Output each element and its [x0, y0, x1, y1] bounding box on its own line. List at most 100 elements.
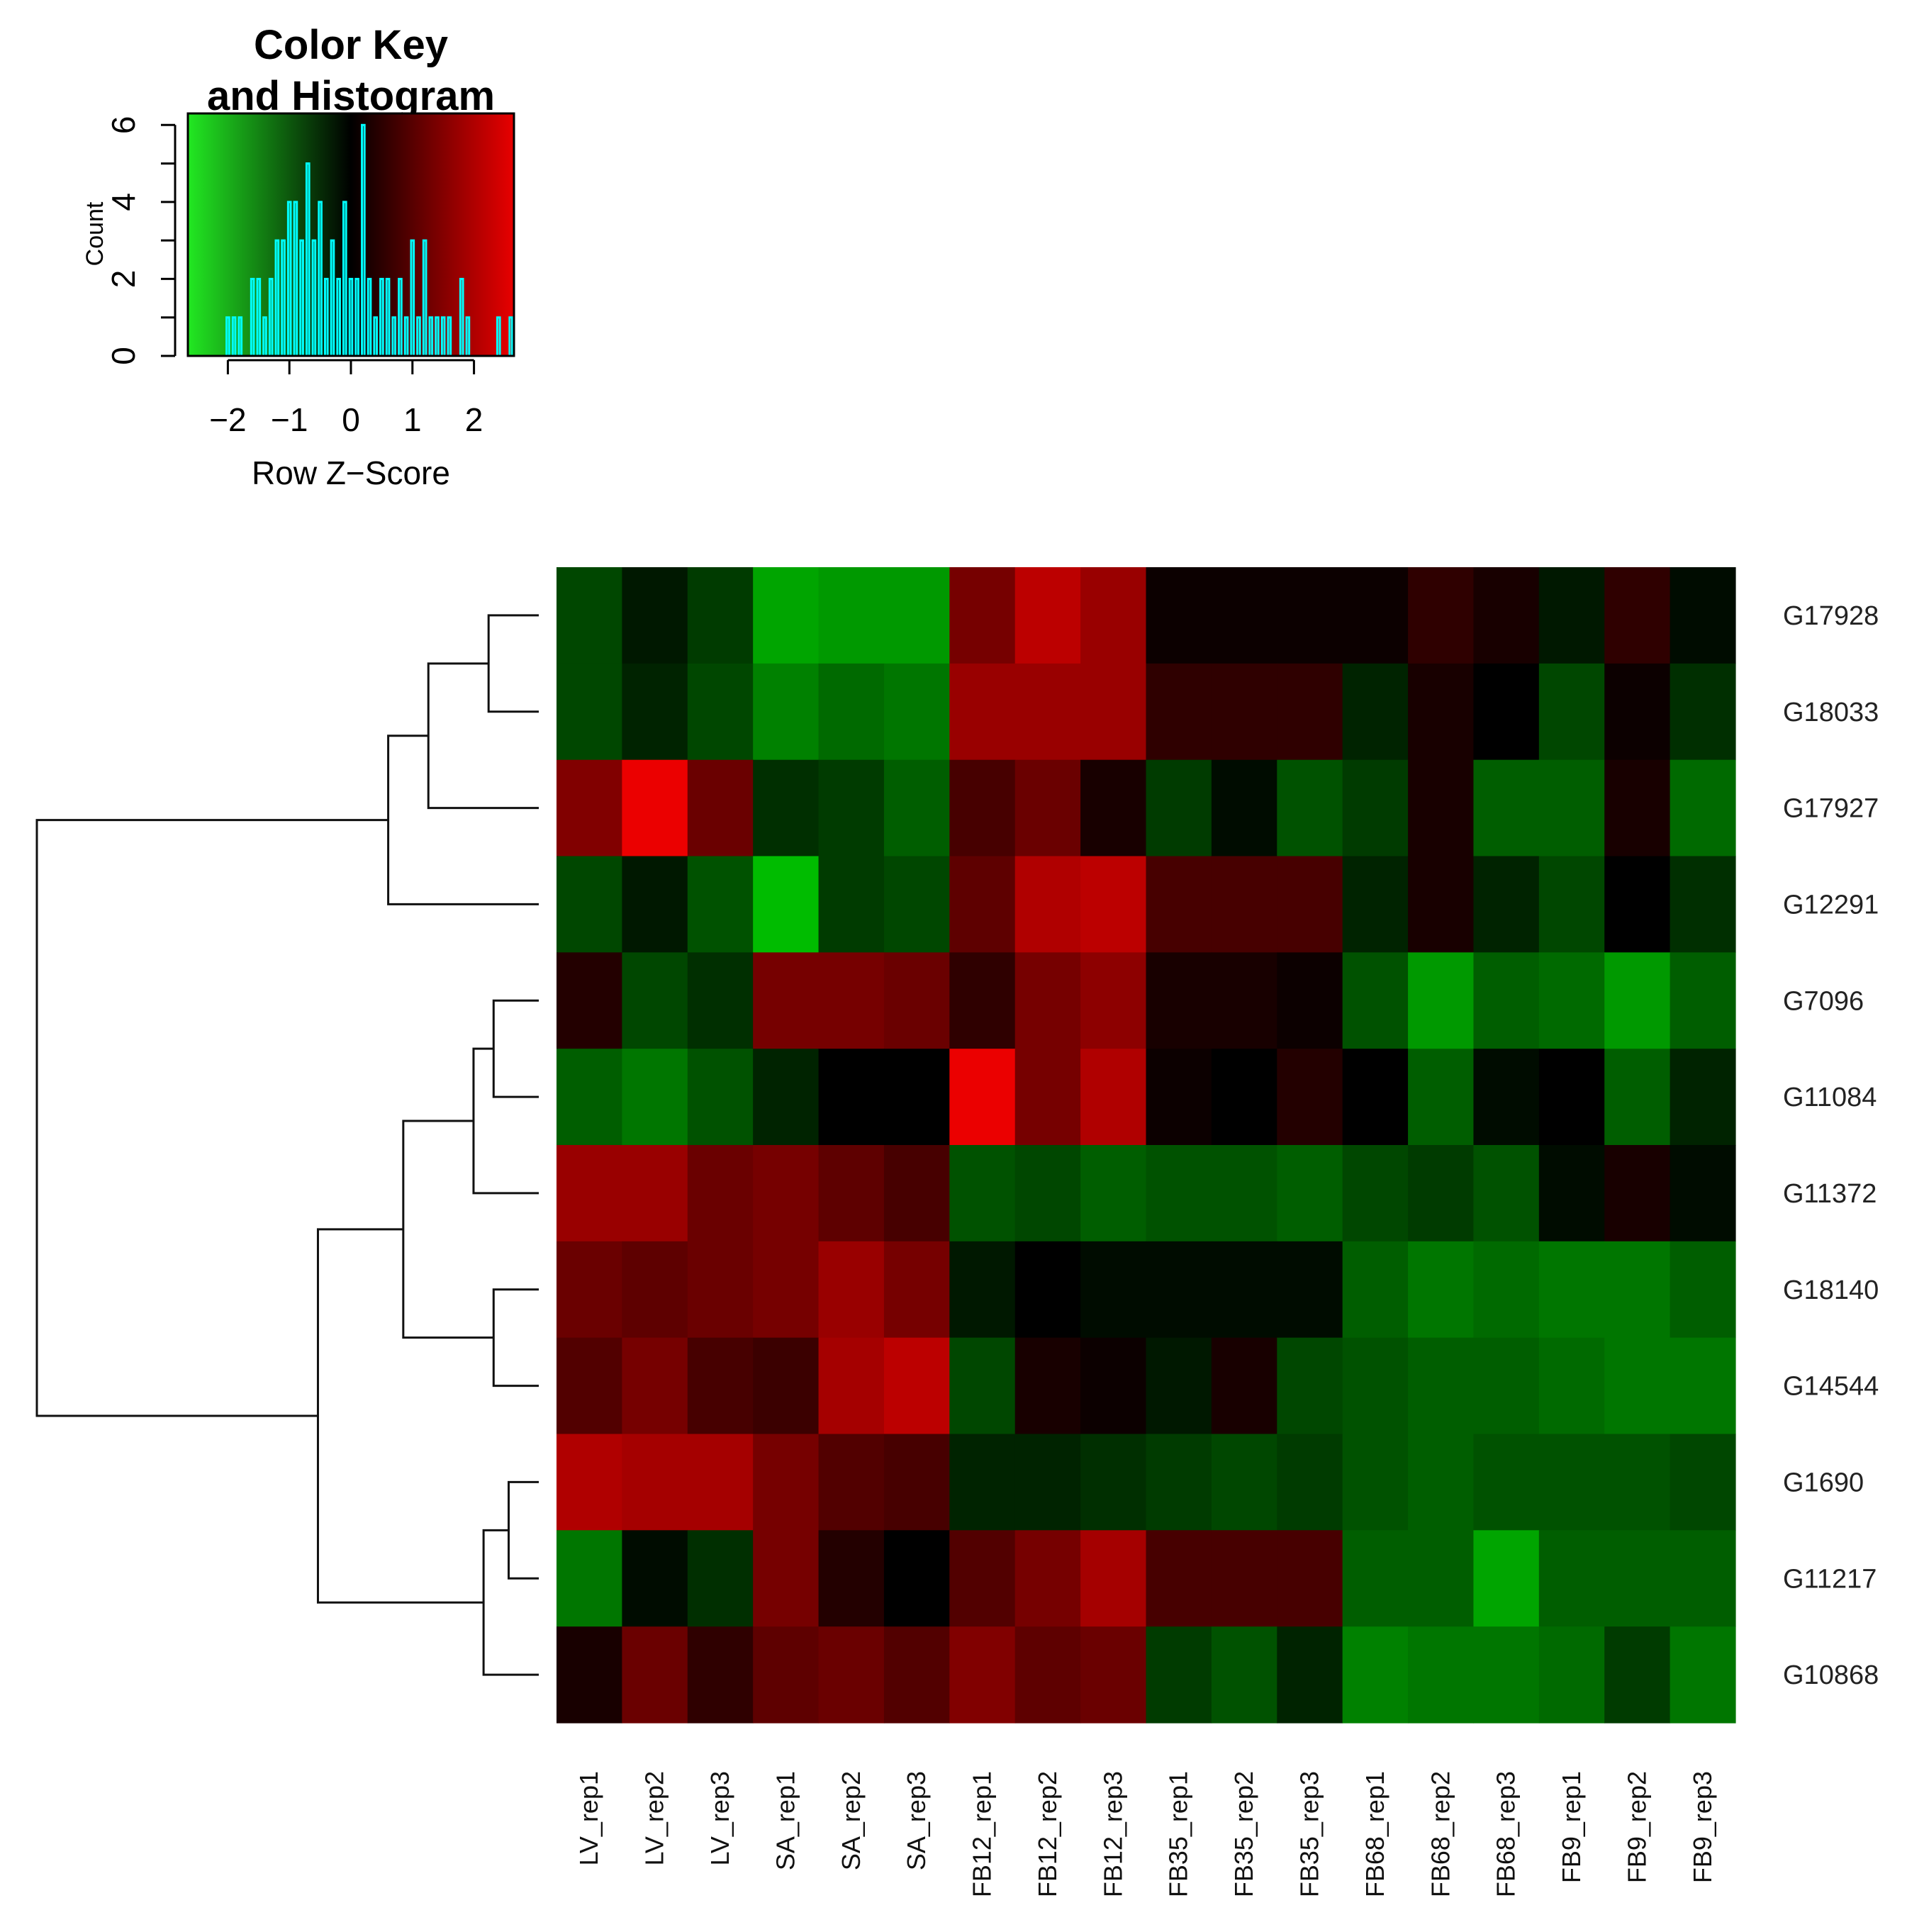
- heatmap-cell: [1146, 856, 1212, 953]
- column-label: FB68_rep1: [1360, 1771, 1389, 1897]
- heatmap-cell: [1604, 1049, 1671, 1146]
- column-label: FB9_rep1: [1557, 1771, 1586, 1883]
- heatmap-cell: [1211, 663, 1277, 761]
- heatmap-cell: [1473, 856, 1540, 953]
- heatmap-cell: [1473, 759, 1540, 857]
- heatmap-cell: [1670, 1145, 1736, 1242]
- heatmap-cell: [1277, 759, 1343, 857]
- color-key: Color Key and Histogram −2 −1 0 1 2 0 2 4 6 Row…: [82, 22, 515, 491]
- heatmap-cell: [949, 856, 1016, 953]
- column-label: FB9_rep3: [1688, 1771, 1717, 1883]
- heatmap-cell: [1014, 1241, 1081, 1339]
- heatmap-cell: [1014, 1049, 1081, 1146]
- heatmap-cell: [949, 1049, 1016, 1146]
- heatmap-cell: [1146, 1241, 1212, 1339]
- heatmap-cell: [557, 663, 622, 761]
- heatmap-cell: [1604, 1145, 1671, 1242]
- heatmap-cell: [1670, 952, 1736, 1049]
- heatmap-cell: [818, 759, 885, 857]
- heatmap-cell: [949, 759, 1016, 857]
- heatmap-cell: [818, 952, 885, 1049]
- heatmap-cell: [687, 663, 754, 761]
- heatmap-cell: [622, 1626, 688, 1724]
- heatmap-cell: [1277, 567, 1343, 664]
- column-label: FB9_rep2: [1622, 1771, 1651, 1883]
- heatmap-cell: [883, 856, 950, 953]
- row-label: G11372: [1783, 1179, 1877, 1209]
- heatmap-cell: [1080, 1337, 1147, 1435]
- heatmap-cell: [1014, 1434, 1081, 1531]
- heatmap-cell: [1080, 1145, 1147, 1242]
- heatmap-cell: [753, 856, 820, 953]
- heatmap-cell: [1408, 1530, 1475, 1627]
- heatmap-cell: [1538, 759, 1605, 857]
- heatmap-cell: [1473, 1241, 1540, 1339]
- heatmap-cell: [1670, 759, 1736, 857]
- heatmap-cell: [557, 952, 622, 1049]
- row-label: G18033: [1783, 698, 1879, 727]
- heatmap-cell: [1342, 952, 1409, 1049]
- heatmap-cell: [557, 759, 622, 857]
- column-label: SA_rep2: [837, 1771, 866, 1870]
- heatmap-cell: [1670, 567, 1736, 664]
- heatmap-cell: [1604, 567, 1671, 664]
- row-label: G18140: [1783, 1275, 1879, 1305]
- heatmap-cell: [1146, 952, 1212, 1049]
- heatmap-cell: [1538, 1626, 1605, 1724]
- heatmap-cell: [1080, 1049, 1147, 1146]
- dendrogram-branch: [492, 999, 539, 1098]
- color-key-y-label: Count: [82, 201, 108, 266]
- heatmap-cell: [1538, 952, 1605, 1049]
- heatmap-cell: [1080, 952, 1147, 1049]
- heatmap-cell: [1604, 663, 1671, 761]
- heatmap-cell: [687, 1434, 754, 1531]
- heatmap-cell: [687, 952, 754, 1049]
- heatmap-cell: [753, 1241, 820, 1339]
- heatmap-cell: [1342, 1049, 1409, 1146]
- heatmap-cell: [1604, 952, 1671, 1049]
- row-label: G11217: [1783, 1564, 1877, 1594]
- heatmap-cell: [557, 1337, 622, 1435]
- row-label: G12291: [1783, 890, 1879, 920]
- heatmap-cell: [1277, 1145, 1343, 1242]
- heatmap-cell: [1538, 1241, 1605, 1339]
- color-key-y-axis: 0 2 4 6: [105, 116, 177, 365]
- x-tick-label: 0: [342, 401, 360, 438]
- heatmap-cell: [1211, 1145, 1277, 1242]
- y-tick-label: 0: [105, 347, 142, 365]
- heatmap-cell: [1604, 1434, 1671, 1531]
- heatmap-cell: [883, 567, 950, 664]
- heatmap-cell: [557, 1145, 622, 1242]
- row-label: G10868: [1783, 1660, 1879, 1690]
- heatmap-cell: [1211, 1530, 1277, 1627]
- heatmap-cell: [1538, 567, 1605, 664]
- heatmap-cell: [1342, 759, 1409, 857]
- heatmap-cell: [1473, 1434, 1540, 1531]
- heatmap-cell: [883, 1049, 950, 1146]
- heatmap-cells: [557, 567, 1736, 1724]
- heatmap-cell: [1408, 759, 1475, 857]
- heatmap-cell: [1080, 663, 1147, 761]
- heatmap-cell: [1014, 1337, 1081, 1435]
- heatmap-cell: [1014, 663, 1081, 761]
- heatmap-cell: [1408, 952, 1475, 1049]
- dendrogram-branch: [387, 735, 539, 905]
- heatmap-cell: [557, 1241, 622, 1339]
- heatmap-cell: [753, 1626, 820, 1724]
- heatmap-cell: [949, 1145, 1016, 1242]
- heatmap-cell: [1080, 1530, 1147, 1627]
- column-label: FB68_rep3: [1492, 1771, 1521, 1897]
- heatmap-cell: [1014, 1626, 1081, 1724]
- dendrogram-branch: [402, 1119, 494, 1339]
- heatmap-cell: [1408, 856, 1475, 953]
- heatmap-cell: [1473, 1626, 1540, 1724]
- heatmap-cell: [949, 1434, 1016, 1531]
- heatmap-cell: [1604, 1241, 1671, 1339]
- heatmap-cell: [622, 567, 688, 664]
- y-tick-label: 6: [105, 116, 142, 134]
- heatmap-cell: [753, 663, 820, 761]
- heatmap-cell: [622, 759, 688, 857]
- column-labels: LV_rep1 LV_rep2 LV_rep3 SA_rep1 SA_rep2 SA_re…: [574, 1771, 1717, 1897]
- heatmap-cell: [1342, 1530, 1409, 1627]
- heatmap-cell: [1211, 1241, 1277, 1339]
